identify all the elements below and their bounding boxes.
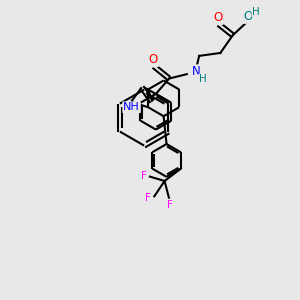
Text: N: N: [192, 65, 201, 78]
Text: F: F: [146, 193, 151, 203]
Text: O: O: [244, 10, 253, 23]
Text: O: O: [148, 53, 158, 66]
Text: F: F: [167, 200, 172, 210]
Text: H: H: [199, 74, 207, 84]
Text: H: H: [252, 7, 260, 17]
Text: O: O: [213, 11, 223, 24]
Text: F: F: [141, 171, 147, 181]
Text: NH: NH: [123, 102, 140, 112]
